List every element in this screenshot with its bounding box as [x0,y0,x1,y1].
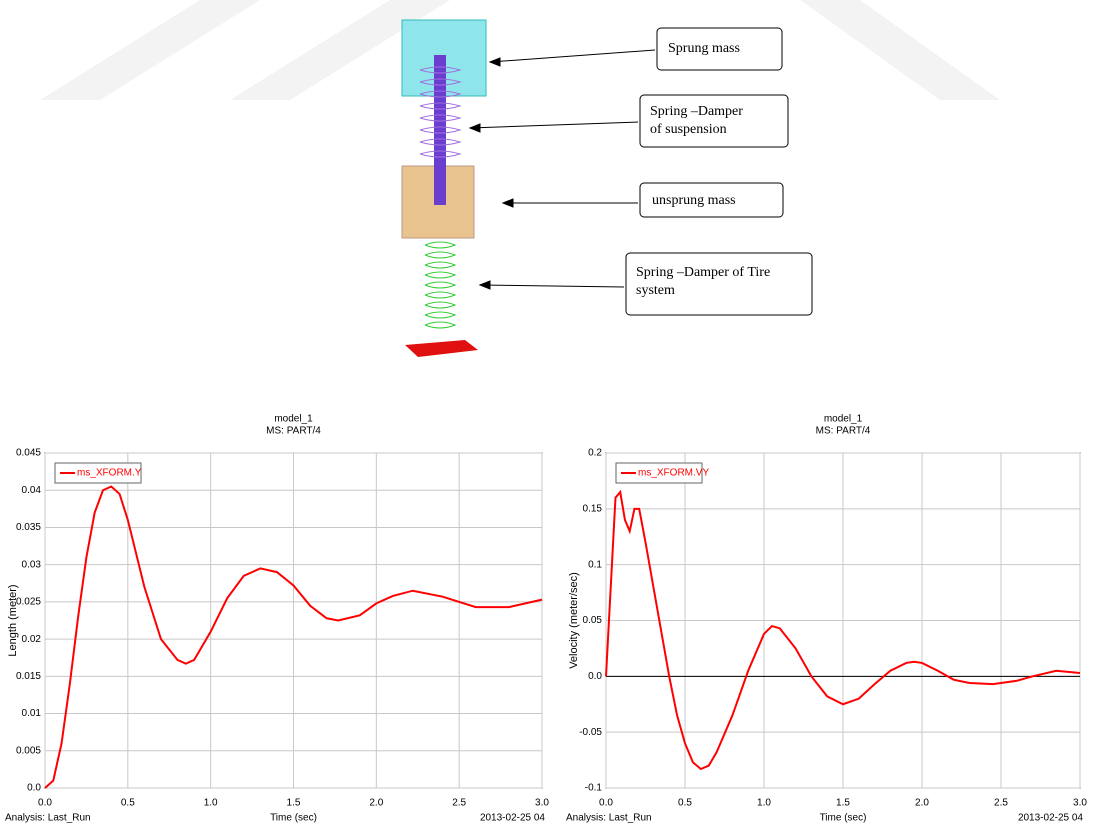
x-axis-label: Time (sec) [820,813,867,824]
figure: Sprung mass Spring –Damper of suspension… [0,0,1107,835]
y-tick-label: 0.045 [16,448,41,459]
footer: Analysis: Last_Run [5,813,91,824]
label: Spring –Damper [650,104,743,119]
x-tick-label: 0.0 [599,798,613,809]
y-tick-label: 0.01 [22,708,42,719]
label: of suspension [650,122,727,137]
y-axis-label: Length (meter) [7,584,19,656]
label: Sprung mass [668,41,740,56]
y-tick-label: 0.0 [588,671,602,682]
y-tick-label: 0.2 [588,448,602,459]
watermark [40,0,1000,100]
tire-spring [425,242,455,328]
chart-title: model_1 [274,414,313,425]
x-tick-label: 2.0 [915,798,929,809]
x-tick-label: 0.5 [121,798,135,809]
y-tick-label: 0.1 [588,559,602,570]
x-tick-label: 1.5 [836,798,850,809]
label: system [636,283,675,298]
damper [434,55,446,205]
suspension-model [402,20,486,357]
x-tick-label: 3.0 [535,798,549,809]
footer: Analysis: Last_Run [566,813,652,824]
label: Spring –Damper of Tire [636,265,770,280]
y-tick-label: 0.04 [22,485,42,496]
y-tick-label: 0.005 [16,745,41,756]
y-tick-label: -0.05 [579,727,602,738]
ground [405,340,478,357]
x-tick-label: 1.5 [287,798,301,809]
y-tick-label: 0.015 [16,671,41,682]
y-tick-label: -0.1 [585,783,603,794]
y-tick-label: 0.035 [16,522,41,533]
x-tick-label: 2.0 [369,798,383,809]
x-tick-label: 1.0 [757,798,771,809]
y-tick-label: 0.0 [27,783,41,794]
y-axis-label: Velocity (meter/sec) [568,572,580,669]
chart-subtitle: MS: PART/4 [266,426,321,437]
y-tick-label: 0.02 [22,634,42,645]
x-tick-label: 0.5 [678,798,692,809]
y-tick-label: 0.025 [16,597,41,608]
x-axis-label: Time (sec) [270,813,317,824]
footer: 2013-02-25 04 [480,813,545,824]
x-tick-label: 2.5 [452,798,466,809]
footer: 2013-02-25 04 [1018,813,1083,824]
legend-label: ms_XFORM.Y [77,468,142,479]
x-tick-label: 3.0 [1073,798,1087,809]
x-tick-label: 1.0 [204,798,218,809]
x-tick-label: 0.0 [38,798,52,809]
y-tick-label: 0.15 [583,503,603,514]
x-tick-label: 2.5 [994,798,1008,809]
chart-title: model_1 [824,414,863,425]
label: unsprung mass [652,193,736,208]
y-tick-label: 0.03 [22,559,42,570]
legend-label: ms_XFORM.VY [638,468,709,479]
y-tick-label: 0.05 [583,615,603,626]
chart-subtitle: MS: PART/4 [816,426,871,437]
page: Sprung mass Spring –Damper of suspension… [0,0,1107,835]
